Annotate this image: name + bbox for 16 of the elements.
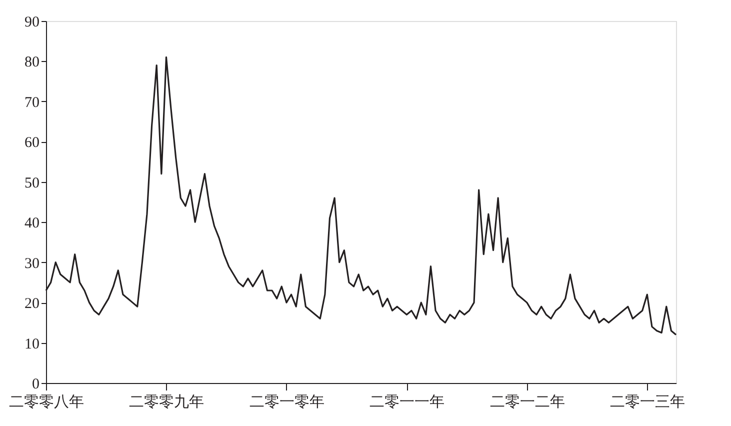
y-tick-label: 50	[24, 175, 40, 192]
x-tick-label: 二零一三年	[610, 394, 686, 410]
y-tick-label: 20	[24, 296, 40, 312]
y-tick-label: 80	[24, 54, 40, 71]
x-tick-label: 二零一零年	[249, 394, 324, 410]
y-tick-label: 10	[24, 336, 40, 352]
x-tick-label: 二零零八年	[9, 394, 84, 410]
x-tick-label: 二零一一年	[370, 394, 445, 410]
y-tick-label: 0	[32, 376, 40, 392]
x-tick-label: 二零零九年	[129, 394, 204, 410]
y-tick-label: 40	[24, 216, 40, 232]
y-tick-label: 90	[24, 14, 40, 30]
x-tick-label: 二零一二年	[490, 394, 565, 410]
y-tick-label: 30	[24, 256, 40, 272]
y-tick-label: 60	[24, 135, 40, 152]
y-tick-label: 70	[24, 94, 40, 111]
